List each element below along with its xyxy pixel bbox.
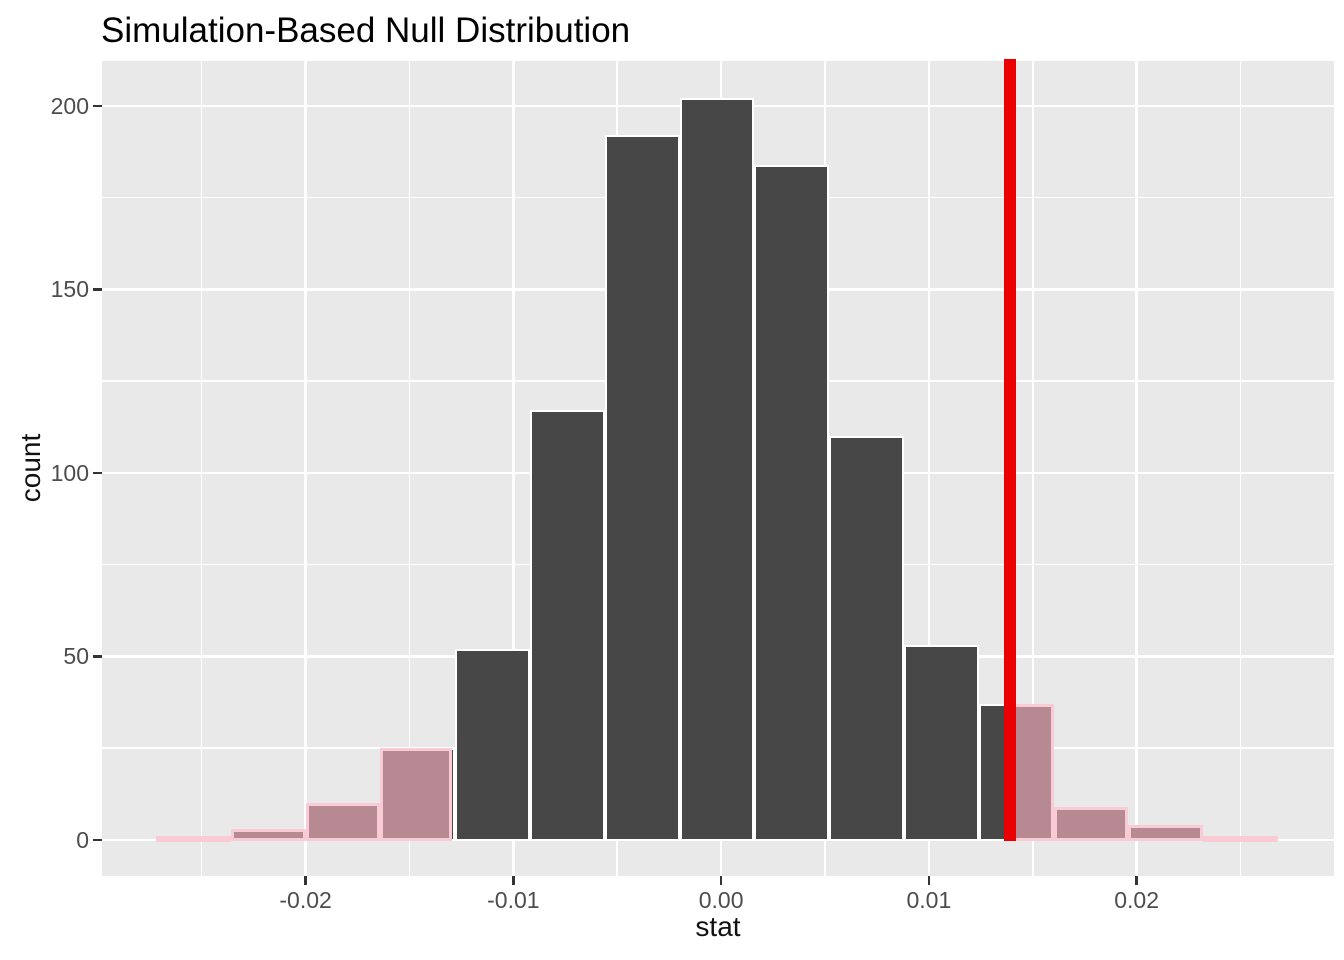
- histogram-bar: [455, 649, 530, 841]
- plot-title: Simulation-Based Null Distribution: [101, 11, 631, 50]
- major-gridline-x: [512, 61, 515, 876]
- plot-panel: [102, 59, 1334, 876]
- x-tick-label: -0.02: [279, 887, 332, 913]
- shaded-pvalue-bar: [305, 803, 381, 841]
- x-tick-label: -0.01: [487, 887, 540, 913]
- x-axis-title: stat: [695, 911, 741, 942]
- histogram-bar: [829, 436, 904, 842]
- major-gridline-x: [927, 61, 931, 876]
- y-tick-label: 150: [50, 276, 89, 303]
- shaded-pvalue-bar: [1203, 836, 1278, 843]
- y-tick-label: 0: [76, 827, 89, 854]
- x-axis-tick: [304, 876, 307, 885]
- histogram-bar: [754, 164, 830, 841]
- histogram-bar: [604, 135, 680, 842]
- minor-gridline-x: [200, 61, 203, 876]
- minor-gridline-x: [1239, 61, 1242, 876]
- major-gridline-x: [304, 61, 307, 876]
- x-axis-tick: [927, 876, 931, 885]
- shaded-pvalue-bar: [230, 829, 306, 841]
- y-tick-label: 50: [63, 643, 89, 670]
- shaded-pvalue-bar: [1009, 704, 1054, 842]
- x-axis-tick: [512, 876, 515, 885]
- x-tick-label: 0.01: [906, 887, 952, 913]
- shaded-pvalue-bar: [1128, 825, 1204, 841]
- y-axis-tick: [93, 288, 102, 291]
- y-tick-label: 200: [50, 92, 89, 119]
- major-gridline-x: [1135, 61, 1138, 876]
- histogram-bar: [679, 98, 755, 841]
- y-axis-tick: [93, 104, 102, 108]
- minor-gridline-x: [1032, 61, 1034, 876]
- minor-gridline-x: [408, 61, 411, 876]
- x-axis-tick: [1135, 876, 1138, 885]
- observed-stat-line: [1003, 59, 1017, 842]
- x-tick-label: 0.02: [1114, 887, 1159, 913]
- histogram-bar: [903, 645, 979, 841]
- x-axis-tick: [719, 876, 723, 885]
- y-axis-tick: [93, 471, 102, 475]
- x-tick-label: 0.00: [698, 887, 744, 913]
- histogram-bar: [529, 410, 605, 841]
- shaded-pvalue-bar: [1053, 806, 1129, 841]
- y-tick-label: 100: [50, 459, 89, 486]
- shaded-pvalue-bar: [380, 748, 453, 841]
- y-axis-tick: [93, 838, 102, 842]
- y-axis-tick: [93, 655, 102, 658]
- shaded-pvalue-bar: [156, 836, 231, 843]
